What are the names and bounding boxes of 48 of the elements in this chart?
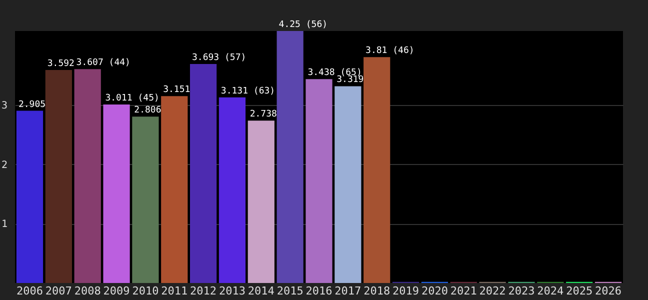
- x-tick-label: 2016: [306, 284, 332, 298]
- bar: [218, 97, 246, 283]
- x-tick-label: 2023: [508, 284, 535, 298]
- x-tick-label: 2019: [392, 284, 420, 298]
- x-tick-label: 2009: [103, 284, 130, 298]
- data-label: 3.81 (46): [366, 46, 414, 56]
- x-tick-label: 2015: [276, 284, 304, 298]
- bar: [190, 64, 217, 283]
- data-label: 2.738: [250, 110, 277, 120]
- x-tick-label: 2008: [74, 284, 101, 298]
- bar: [248, 120, 274, 283]
- x-tick-label: 2011: [161, 284, 188, 298]
- x-tick-label: 2010: [132, 284, 159, 298]
- x-tick-label: 2021: [450, 284, 477, 298]
- data-label: 4.25 (56): [278, 20, 328, 30]
- bar: [334, 86, 362, 283]
- x-tick-label: 2006: [16, 284, 43, 298]
- data-label: 3.151: [163, 85, 190, 96]
- bar: [161, 96, 188, 283]
- x-tick-label: 2007: [45, 284, 72, 298]
- data-label: 2.905: [18, 100, 46, 110]
- bar: [306, 79, 332, 283]
- y-tick-label: 2: [1, 160, 8, 171]
- x-tick-label: 2020: [421, 284, 448, 298]
- x-tick-label: 2024: [537, 284, 564, 298]
- x-tick-label: 2025: [566, 284, 593, 298]
- x-tick-label: 2018: [364, 284, 390, 298]
- bar: [364, 57, 390, 283]
- bar: [45, 70, 72, 283]
- data-label: 3.011 (45): [105, 93, 160, 104]
- bar: [16, 110, 44, 283]
- bar: [74, 69, 101, 283]
- data-label: 3.592: [47, 59, 74, 70]
- x-tick-label: 2026: [595, 284, 622, 298]
- x-tick-label: 2012: [190, 284, 217, 298]
- y-tick-label: 3: [1, 100, 8, 112]
- x-tick-label: 2013: [218, 284, 246, 298]
- y-tick-label: 1: [1, 219, 8, 230]
- x-tick-label: 2022: [479, 284, 506, 298]
- x-tick-label: 2017: [334, 284, 362, 298]
- data-label: 3.131 (63): [220, 86, 276, 96]
- bar: [276, 31, 304, 283]
- bar: [103, 104, 130, 283]
- x-tick-label: 2014: [248, 284, 275, 298]
- bar: [132, 116, 159, 283]
- data-label: 3.607 (44): [76, 58, 130, 68]
- data-label: 3.693 (57): [192, 53, 246, 64]
- data-label: 2.806: [134, 106, 162, 116]
